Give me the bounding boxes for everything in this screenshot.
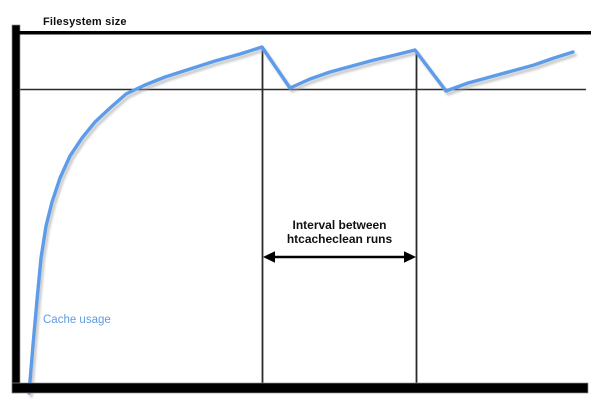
- filesystem-size-line: [19, 31, 591, 35]
- interval-label-line1: Interval between: [292, 218, 387, 232]
- interval-label: Interval between htcacheclean runs: [263, 218, 416, 246]
- interval-label-line2: htcacheclean runs: [286, 231, 393, 246]
- interval-arrow-right-head: [404, 251, 416, 263]
- filesystem-size-label: Filesystem size: [43, 16, 127, 28]
- cache-usage-curve-shadow: [29, 48, 577, 398]
- cache-usage-label: Cache usage: [43, 314, 111, 326]
- interval-arrow-left-head: [263, 251, 275, 263]
- x-axis: [11, 382, 589, 394]
- cache-usage-curve: [27, 45, 575, 395]
- y-axis: [11, 24, 21, 394]
